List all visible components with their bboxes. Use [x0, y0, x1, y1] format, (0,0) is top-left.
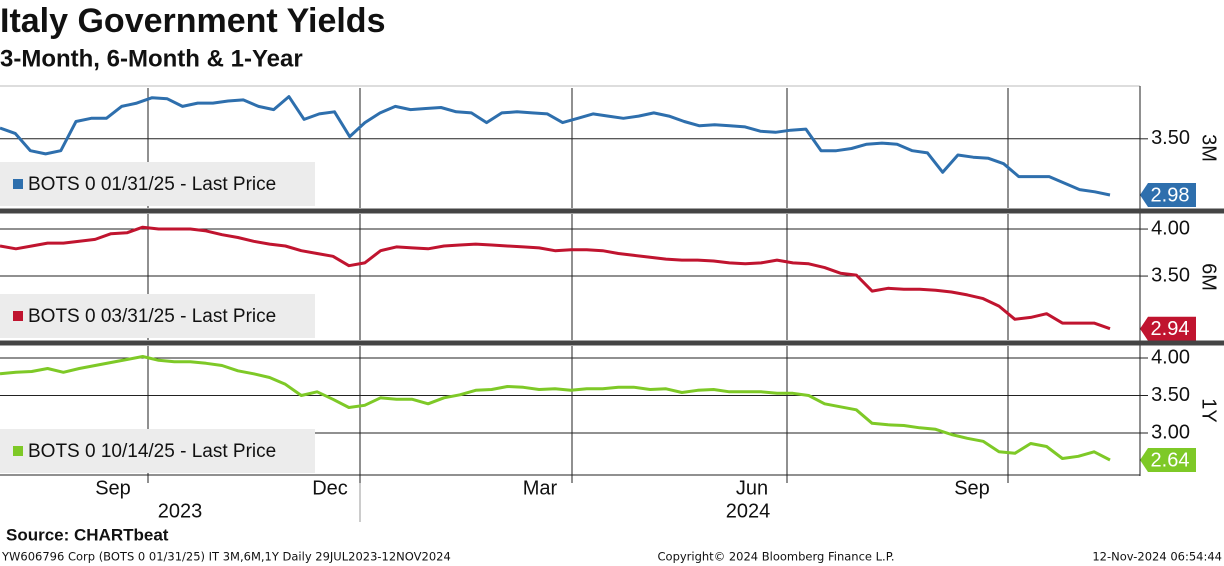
panel-label: 6M [1198, 263, 1220, 291]
year-label: 2023 [158, 500, 203, 522]
legend-label: BOTS 0 10/14/25 - Last Price [28, 441, 276, 462]
y-tick-label: 3.00 [1151, 421, 1190, 443]
chart-subtitle: 3-Month, 6-Month & 1-Year [0, 45, 303, 72]
legend-label: BOTS 0 03/31/25 - Last Price [28, 306, 276, 327]
last-price-tag [1140, 316, 1196, 341]
last-price-label: 2.98 [1151, 184, 1190, 206]
legend-label: BOTS 0 01/31/25 - Last Price [28, 174, 276, 195]
y-tick-label: 3.50 [1151, 127, 1190, 149]
panel-label: 3M [1198, 134, 1220, 162]
y-tick-label: 3.50 [1151, 384, 1190, 406]
line [0, 95, 1111, 197]
footer-right: 12-Nov-2024 06:54:44 [1092, 550, 1222, 564]
x-tick-label: Mar [523, 477, 558, 499]
panel-divider [0, 208, 1224, 214]
last-price-label: 2.94 [1151, 318, 1190, 340]
y-tick-label: 3.50 [1151, 264, 1190, 286]
legend-swatch [13, 446, 23, 456]
footer-center: Copyright© 2024 Bloomberg Finance L.P. [658, 550, 895, 564]
y-tick-label: 4.00 [1151, 217, 1190, 239]
legend-box [0, 294, 315, 338]
legend-box [0, 162, 315, 206]
source: Source: CHARTbeat [6, 525, 169, 544]
line [0, 355, 1111, 462]
panel-divider [0, 340, 1224, 346]
last-price-label: 2.64 [1151, 449, 1190, 471]
line [0, 225, 1111, 331]
legend-box [0, 429, 315, 473]
legend-swatch [13, 179, 23, 189]
year-label: 2024 [726, 500, 771, 522]
chart-title: Italy Government Yields [0, 2, 385, 40]
x-tick-label: Dec [312, 477, 348, 499]
x-tick-label: Jun [736, 477, 768, 499]
footer-left: YW606796 Corp (BOTS 0 01/31/25) IT 3M,6M… [1, 550, 451, 564]
x-tick-label: Sep [954, 477, 990, 499]
legend-swatch [13, 311, 23, 321]
last-price-tag [1140, 448, 1196, 472]
y-tick-label: 4.00 [1151, 346, 1190, 368]
x-tick-label: Sep [95, 477, 131, 499]
panel-label: 1Y [1198, 398, 1220, 422]
last-price-tag [1140, 183, 1196, 208]
